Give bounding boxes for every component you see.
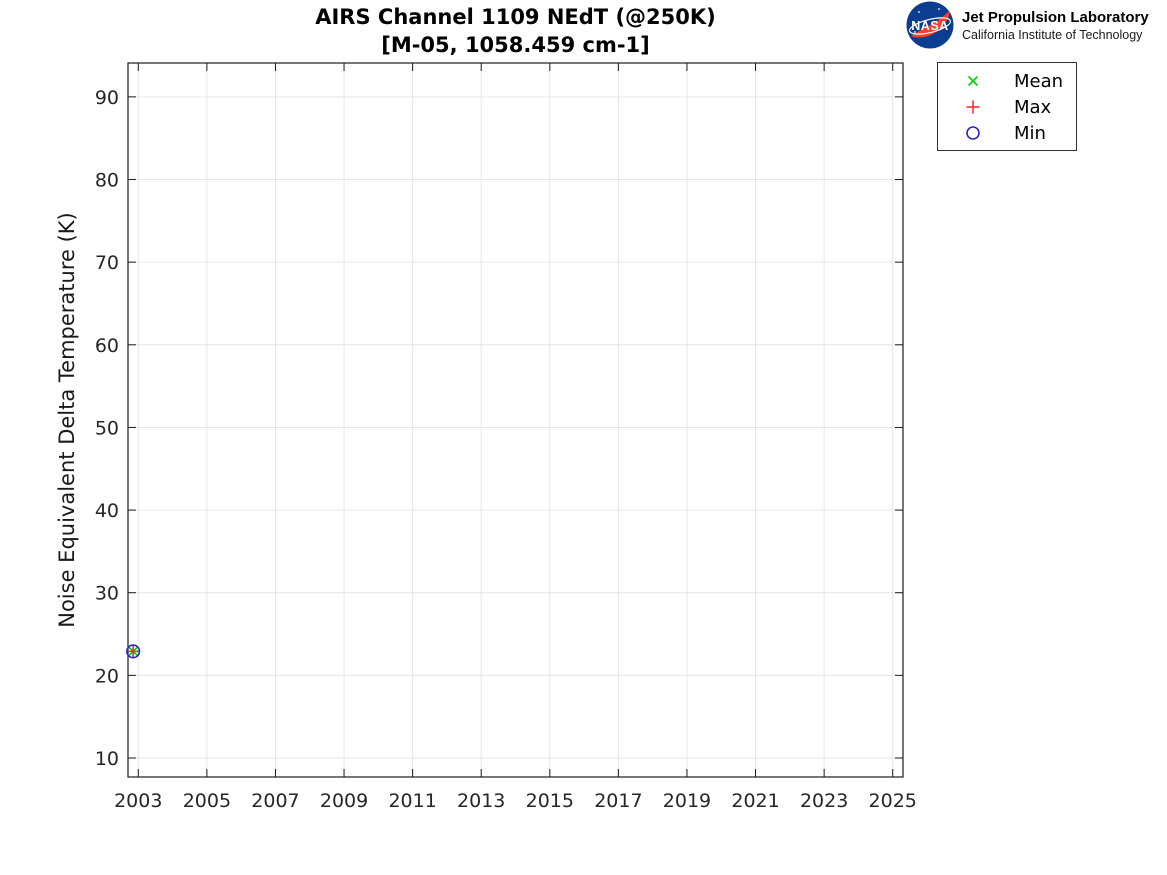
legend-item-max: Max <box>938 94 1076 120</box>
x-tick-label: 2019 <box>663 790 711 812</box>
chart-title: AIRS Channel 1109 NEdT (@250K) [M-05, 10… <box>128 3 903 59</box>
y-tick-label: 80 <box>95 170 119 192</box>
y-tick-label: 10 <box>95 748 119 770</box>
y-axis-label: Noise Equivalent Delta Temperature (K) <box>55 212 79 628</box>
jpl-org-name: Jet Propulsion Laboratory <box>962 8 1149 26</box>
nasa-orbit <box>908 17 952 35</box>
legend-marker-min-icon <box>938 124 1008 142</box>
axis-box <box>127 62 904 778</box>
x-tick-label: 2007 <box>251 790 299 812</box>
x-tick-label: 2005 <box>183 790 231 812</box>
x-tick-label: 2013 <box>457 790 505 812</box>
y-tick-label: 90 <box>95 87 119 109</box>
jpl-logo-text: Jet Propulsion Laboratory California Ins… <box>962 8 1149 43</box>
legend-label-max: Max <box>1014 96 1052 118</box>
y-tick-label: 20 <box>95 665 119 687</box>
x-tick-label: 2023 <box>800 790 848 812</box>
x-tick-label: 2017 <box>594 790 642 812</box>
jpl-org-sub: California Institute of Technology <box>962 27 1143 42</box>
x-tick-label: 2009 <box>320 790 368 812</box>
y-tick-label: 30 <box>95 583 119 605</box>
y-tick-label: 60 <box>95 335 119 357</box>
legend-item-min: Min <box>938 120 1076 146</box>
nasa-swoosh <box>911 11 950 38</box>
nasa-logo-text: NASA <box>911 19 948 33</box>
legend-label-min: Min <box>1014 122 1046 144</box>
nasa-meatball-icon: NASA <box>906 1 954 49</box>
x-tick-label: 2011 <box>388 790 436 812</box>
x-tick-label: 2025 <box>869 790 917 812</box>
y-tick-label: 50 <box>95 417 119 439</box>
nasa-jpl-logo: NASA Jet Propulsion Laboratory Californi… <box>906 1 1149 49</box>
y-tick-label: 70 <box>95 252 119 274</box>
legend-marker-mean-icon <box>938 72 1008 90</box>
legend: Mean Max Min <box>937 62 1077 151</box>
chart-title-line1: AIRS Channel 1109 NEdT (@250K) <box>315 5 716 29</box>
x-tick-label: 2021 <box>731 790 779 812</box>
legend-item-mean: Mean <box>938 68 1076 94</box>
legend-label-mean: Mean <box>1014 70 1064 92</box>
legend-marker-max-icon <box>938 98 1008 116</box>
chart-title-line2: [M-05, 1058.459 cm-1] <box>381 33 650 57</box>
data-point-min <box>126 644 141 659</box>
x-tick-label: 2015 <box>526 790 574 812</box>
x-tick-label: 2003 <box>114 790 162 812</box>
y-tick-label: 40 <box>95 500 119 522</box>
